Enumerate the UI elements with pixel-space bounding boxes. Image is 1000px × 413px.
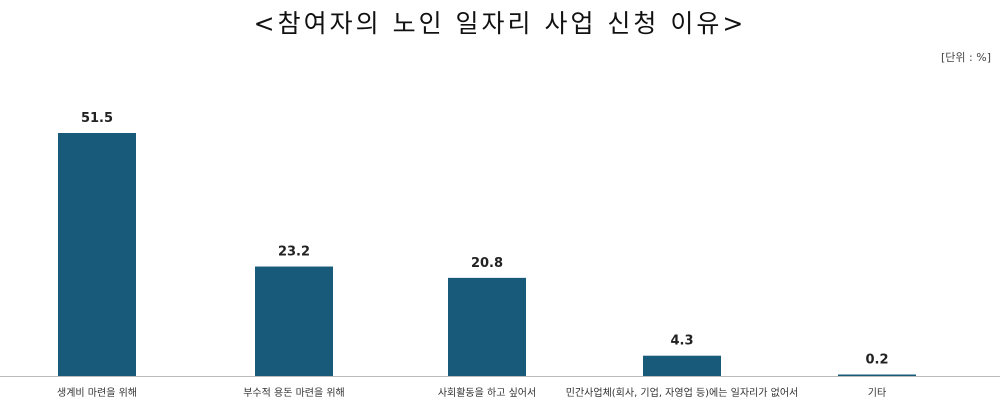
- bar-1: [58, 133, 136, 376]
- unit-label: [단위 : %]: [941, 51, 991, 64]
- bar-value-label-3: 20.8: [471, 256, 503, 271]
- bar-5: [838, 374, 916, 376]
- bar-2: [255, 266, 333, 376]
- chart-title: <참여자의 노인 일자리 사업 신청 이유>: [253, 9, 747, 38]
- category-label-5: 기타: [868, 387, 886, 399]
- category-label-2: 부수적 용돈 마련을 위해: [243, 386, 345, 399]
- category-label-3: 사회활동을 하고 싶어서: [438, 386, 536, 399]
- bar-value-label-1: 51.5: [81, 111, 113, 126]
- bar-3: [448, 277, 526, 376]
- bar-value-label-2: 23.2: [278, 245, 310, 260]
- category-label-4: 민간사업체(회사, 기업, 자영업 등)에는 일자리가 없어서: [566, 386, 798, 399]
- bar-4: [643, 355, 721, 376]
- category-label-1: 생계비 마련을 위해: [57, 386, 137, 399]
- bar-value-label-4: 4.3: [670, 334, 693, 349]
- bar-value-label-5: 0.2: [865, 353, 888, 368]
